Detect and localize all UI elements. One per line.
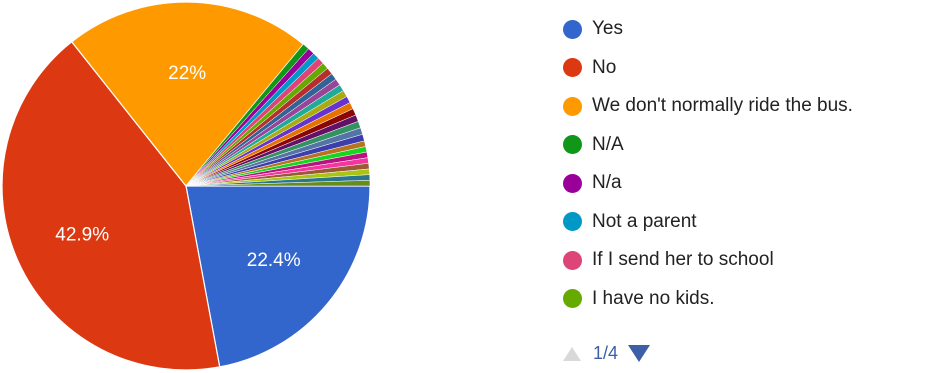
- pie-slice-other-27[interactable]: [185, 180, 371, 187]
- legend-swatch-na-upper: [563, 135, 582, 155]
- legend-swatch-dont-ride: [563, 96, 582, 116]
- legend-swatch-na-lower: [563, 173, 582, 193]
- legend-label-not-a-parent: Not a parent: [592, 210, 697, 232]
- legend-label-na-upper: N/A: [592, 133, 624, 155]
- pager-next-icon[interactable]: [628, 345, 651, 362]
- legend-label-send-to-school: If I send her to school: [592, 249, 774, 271]
- pie-slice-yes[interactable]: [185, 185, 371, 368]
- slice-label-no: 42.9%: [55, 224, 109, 245]
- legend-item-na-lower[interactable]: N/a: [563, 164, 853, 203]
- legend-label-no: No: [592, 56, 617, 78]
- legend-item-dont-ride[interactable]: We don't normally ride the bus.: [563, 87, 853, 126]
- legend-swatch-send-to-school: [563, 250, 582, 270]
- legend-swatch-not-a-parent: [563, 212, 582, 232]
- legend-item-no[interactable]: No: [563, 49, 853, 88]
- legend-label-yes: Yes: [592, 18, 623, 40]
- pie-slice-no[interactable]: [1, 40, 221, 371]
- legend-item-not-a-parent[interactable]: Not a parent: [563, 203, 853, 242]
- legend-item-no-kids[interactable]: I have no kids.: [563, 280, 853, 319]
- legend-item-yes[interactable]: Yes: [563, 10, 853, 49]
- legend-label-na-lower: N/a: [592, 172, 622, 194]
- pie-slice-we-don-t-normally-ride-the-bus[interactable]: [70, 1, 305, 187]
- pager-prev-icon: [563, 346, 581, 361]
- legend-pager: 1/4: [563, 343, 651, 364]
- legend-label-dont-ride: We don't normally ride the bus.: [592, 95, 853, 117]
- legend-swatch-no-kids: [563, 289, 582, 309]
- slice-label-yes: 22.4%: [247, 250, 301, 271]
- legend-item-na-upper[interactable]: N/A: [563, 126, 853, 165]
- legend-swatch-no: [563, 58, 582, 78]
- slice-label-we-don-t-normally-ride-the-bus: 22%: [168, 63, 206, 84]
- legend-swatch-yes: [563, 19, 582, 39]
- pager-page-indicator: 1/4: [593, 343, 619, 363]
- legend: Yes No We don't normally ride the bus. N…: [563, 10, 853, 318]
- legend-label-no-kids: I have no kids.: [592, 287, 715, 309]
- legend-item-send-to-school[interactable]: If I send her to school: [563, 241, 853, 280]
- pie-chart: 22.4% 42.9% 22%: [1, 1, 371, 371]
